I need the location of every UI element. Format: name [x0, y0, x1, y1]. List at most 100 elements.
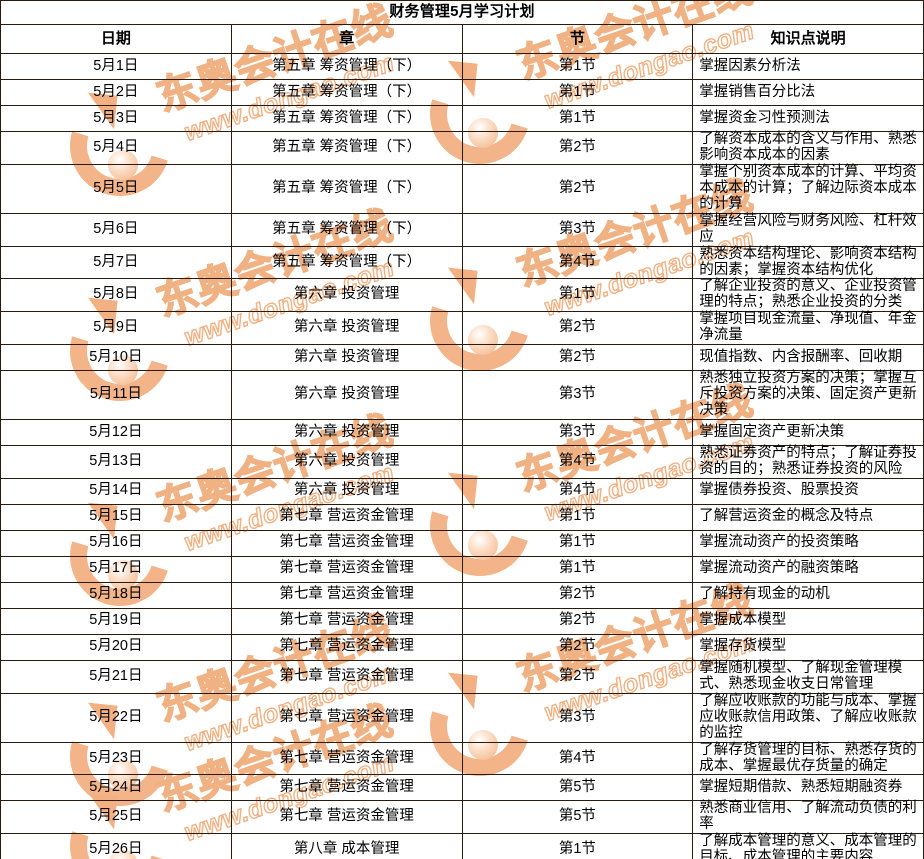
- row-knowledge-cell: 了解应收账款的功能与成本、掌握应收账款信用政策、了解应收账款的监控: [692, 692, 924, 743]
- row-chapter-cell: 第七章 营运资金管理: [230, 741, 463, 776]
- table-row: 5月7日 第五章 筹资管理（下） 第4节 熟悉资本结构理论、影响资本结构的因素；掌握资…: [0, 245, 924, 280]
- row-date-cell: 5月25日: [0, 800, 232, 835]
- row-section-cell: 第2节: [461, 344, 694, 372]
- row-chapter-cell: 第七章 营运资金管理: [230, 692, 463, 743]
- row-knowledge-cell: 掌握销售百分比法: [692, 79, 924, 106]
- table-row: 5月25日 第七章 营运资金管理 第5节 熟悉商业信用、了解流动负债的利率: [0, 800, 924, 835]
- row-section-cell: 第5节: [461, 774, 694, 802]
- table-row: 5月5日 第五章 筹资管理（下） 第2节 掌握个别资本成本的计算、平均资本成本的计算；…: [0, 163, 924, 214]
- row-section-cell: 第1节: [461, 278, 694, 313]
- table-header-row: 日期 章 节 知识点说明: [0, 24, 924, 54]
- table-row: 5月9日 第六章 投资管理 第2节 掌握项目现金流量、净现值、年金净流量: [0, 311, 924, 346]
- row-chapter-cell: 第五章 筹资管理（下）: [230, 212, 463, 247]
- row-chapter-cell: 第七章 营运资金管理: [230, 633, 463, 661]
- row-date-cell: 5月4日: [0, 131, 232, 165]
- row-date-cell: 5月9日: [0, 311, 232, 346]
- row-section-cell: 第3节: [461, 370, 694, 420]
- row-chapter-cell: 第五章 筹资管理（下）: [230, 79, 463, 106]
- row-section-cell: 第2节: [461, 131, 694, 165]
- row-date-cell: 5月20日: [0, 633, 232, 661]
- row-chapter-cell: 第七章 营运资金管理: [230, 800, 463, 835]
- row-knowledge-cell: 了解持有现金的动机: [692, 581, 924, 609]
- table-row: 5月19日 第七章 营运资金管理 第2节 掌握成本模型: [0, 607, 924, 635]
- row-knowledge-cell: 了解营运资金的概念及特点: [692, 503, 924, 531]
- table-row: 5月23日 第七章 营运资金管理 第4节 了解存货管理的目标、熟悉存货的成本、掌握最优…: [0, 741, 924, 776]
- row-chapter-cell: 第六章 投资管理: [230, 370, 463, 420]
- row-section-cell: 第1节: [461, 79, 694, 106]
- table-row: 5月6日 第五章 筹资管理（下） 第3节 掌握经营风险与财务风险、杠杆效应: [0, 212, 924, 247]
- row-section-cell: 第2节: [461, 607, 694, 635]
- row-date-cell: 5月22日: [0, 692, 232, 743]
- table-row: 5月13日 第六章 投资管理 第4节 熟悉证券资产的特点；了解证券投资的目的；熟悉证券…: [0, 445, 924, 479]
- row-chapter-cell: 第七章 营运资金管理: [230, 503, 463, 531]
- row-date-cell: 5月3日: [0, 105, 232, 132]
- row-section-cell: 第5节: [461, 800, 694, 835]
- table-row: 5月22日 第七章 营运资金管理 第3节 了解应收账款的功能与成本、掌握应收账款信用政…: [0, 692, 924, 743]
- row-chapter-cell: 第八章 成本管理: [230, 833, 463, 859]
- row-knowledge-cell: 熟悉资本结构理论、影响资本结构的因素；掌握资本结构优化: [692, 245, 924, 280]
- row-date-cell: 5月17日: [0, 555, 232, 583]
- table-row: 5月26日 第八章 成本管理 第1节 了解成本管理的意义、成本管理的目标、成本管理的主…: [0, 833, 924, 859]
- row-chapter-cell: 第五章 筹资管理（下）: [230, 53, 463, 80]
- row-knowledge-cell: 熟悉证券资产的特点；了解证券投资的目的；熟悉证券投资的风险: [692, 445, 924, 479]
- row-knowledge-cell: 掌握项目现金流量、净现值、年金净流量: [692, 311, 924, 346]
- row-section-cell: 第3节: [461, 419, 694, 446]
- row-chapter-cell: 第五章 筹资管理（下）: [230, 105, 463, 132]
- table-row: 5月4日 第五章 筹资管理（下） 第2节 了解资本成本的含义与作用、熟悉影响资本成本的…: [0, 131, 924, 165]
- row-section-cell: 第2节: [461, 659, 694, 694]
- row-section-cell: 第1节: [461, 529, 694, 557]
- row-knowledge-cell: 熟悉独立投资方案的决策；掌握互斥投资方案的决策、固定资产更新决策: [692, 370, 924, 420]
- row-section-cell: 第1节: [461, 503, 694, 531]
- row-section-cell: 第2节: [461, 311, 694, 346]
- row-date-cell: 5月18日: [0, 581, 232, 609]
- row-section-cell: 第1节: [461, 105, 694, 132]
- row-chapter-cell: 第七章 营运资金管理: [230, 607, 463, 635]
- row-knowledge-cell: 掌握个别资本成本的计算、平均资本成本的计算；了解边际资本成本的计算: [692, 163, 924, 214]
- table-row: 5月8日 第六章 投资管理 第1节 了解企业投资的意义、企业投资管理的特点；熟悉企业投…: [0, 278, 924, 313]
- table-row: 5月10日 第六章 投资管理 第2节 现值指数、内含报酬率、回收期: [0, 344, 924, 372]
- table-row: 5月14日 第六章 投资管理 第4节 掌握债券投资、股票投资: [0, 477, 924, 505]
- row-knowledge-cell: 熟悉商业信用、了解流动负债的利率: [692, 800, 924, 835]
- row-knowledge-cell: 了解存货管理的目标、熟悉存货的成本、掌握最优存货量的确定: [692, 741, 924, 776]
- row-chapter-cell: 第五章 筹资管理（下）: [230, 245, 463, 280]
- row-knowledge-cell: 了解资本成本的含义与作用、熟悉影响资本成本的因素: [692, 131, 924, 165]
- row-date-cell: 5月2日: [0, 79, 232, 106]
- row-knowledge-cell: 掌握存货模型: [692, 633, 924, 661]
- row-date-cell: 5月21日: [0, 659, 232, 694]
- table-row: 5月1日 第五章 筹资管理（下） 第1节 掌握因素分析法: [0, 53, 924, 80]
- row-knowledge-cell: 了解企业投资的意义、企业投资管理的特点；熟悉企业投资的分类: [692, 278, 924, 313]
- row-section-cell: 第2节: [461, 581, 694, 609]
- row-chapter-cell: 第七章 营运资金管理: [230, 774, 463, 802]
- row-knowledge-cell: 掌握债券投资、股票投资: [692, 477, 924, 505]
- column-header-knowledge: 知识点说明: [692, 24, 924, 54]
- table-row: 5月3日 第五章 筹资管理（下） 第1节 掌握资金习性预测法: [0, 105, 924, 132]
- row-knowledge-cell: 掌握固定资产更新决策: [692, 419, 924, 446]
- row-chapter-cell: 第七章 营运资金管理: [230, 659, 463, 694]
- table-row: 5月15日 第七章 营运资金管理 第1节 了解营运资金的概念及特点: [0, 503, 924, 531]
- table-row: 5月18日 第七章 营运资金管理 第2节 了解持有现金的动机: [0, 581, 924, 609]
- page-title: 财务管理5月学习计划: [0, 0, 924, 25]
- row-chapter-cell: 第六章 投资管理: [230, 278, 463, 313]
- row-chapter-cell: 第六章 投资管理: [230, 477, 463, 505]
- row-chapter-cell: 第六章 投资管理: [230, 419, 463, 446]
- row-chapter-cell: 第七章 营运资金管理: [230, 555, 463, 583]
- table-row: 5月12日 第六章 投资管理 第3节 掌握固定资产更新决策: [0, 419, 924, 446]
- row-chapter-cell: 第七章 营运资金管理: [230, 529, 463, 557]
- row-date-cell: 5月1日: [0, 53, 232, 80]
- column-header-chapter: 章: [230, 24, 463, 54]
- table-row: 5月16日 第七章 营运资金管理 第1节 掌握流动资产的投资策略: [0, 529, 924, 557]
- row-section-cell: 第3节: [461, 692, 694, 743]
- row-section-cell: 第4节: [461, 477, 694, 505]
- table-row: 5月24日 第七章 营运资金管理 第5节 掌握短期借款、熟悉短期融资券: [0, 774, 924, 802]
- row-section-cell: 第1节: [461, 53, 694, 80]
- row-section-cell: 第4节: [461, 445, 694, 479]
- column-header-date: 日期: [0, 24, 232, 54]
- row-date-cell: 5月11日: [0, 370, 232, 420]
- table-row: 5月17日 第七章 营运资金管理 第1节 掌握流动资产的融资策略: [0, 555, 924, 583]
- row-section-cell: 第1节: [461, 833, 694, 859]
- row-knowledge-cell: 了解成本管理的意义、成本管理的目标、成本管理的主要内容: [692, 833, 924, 859]
- row-section-cell: 第4节: [461, 245, 694, 280]
